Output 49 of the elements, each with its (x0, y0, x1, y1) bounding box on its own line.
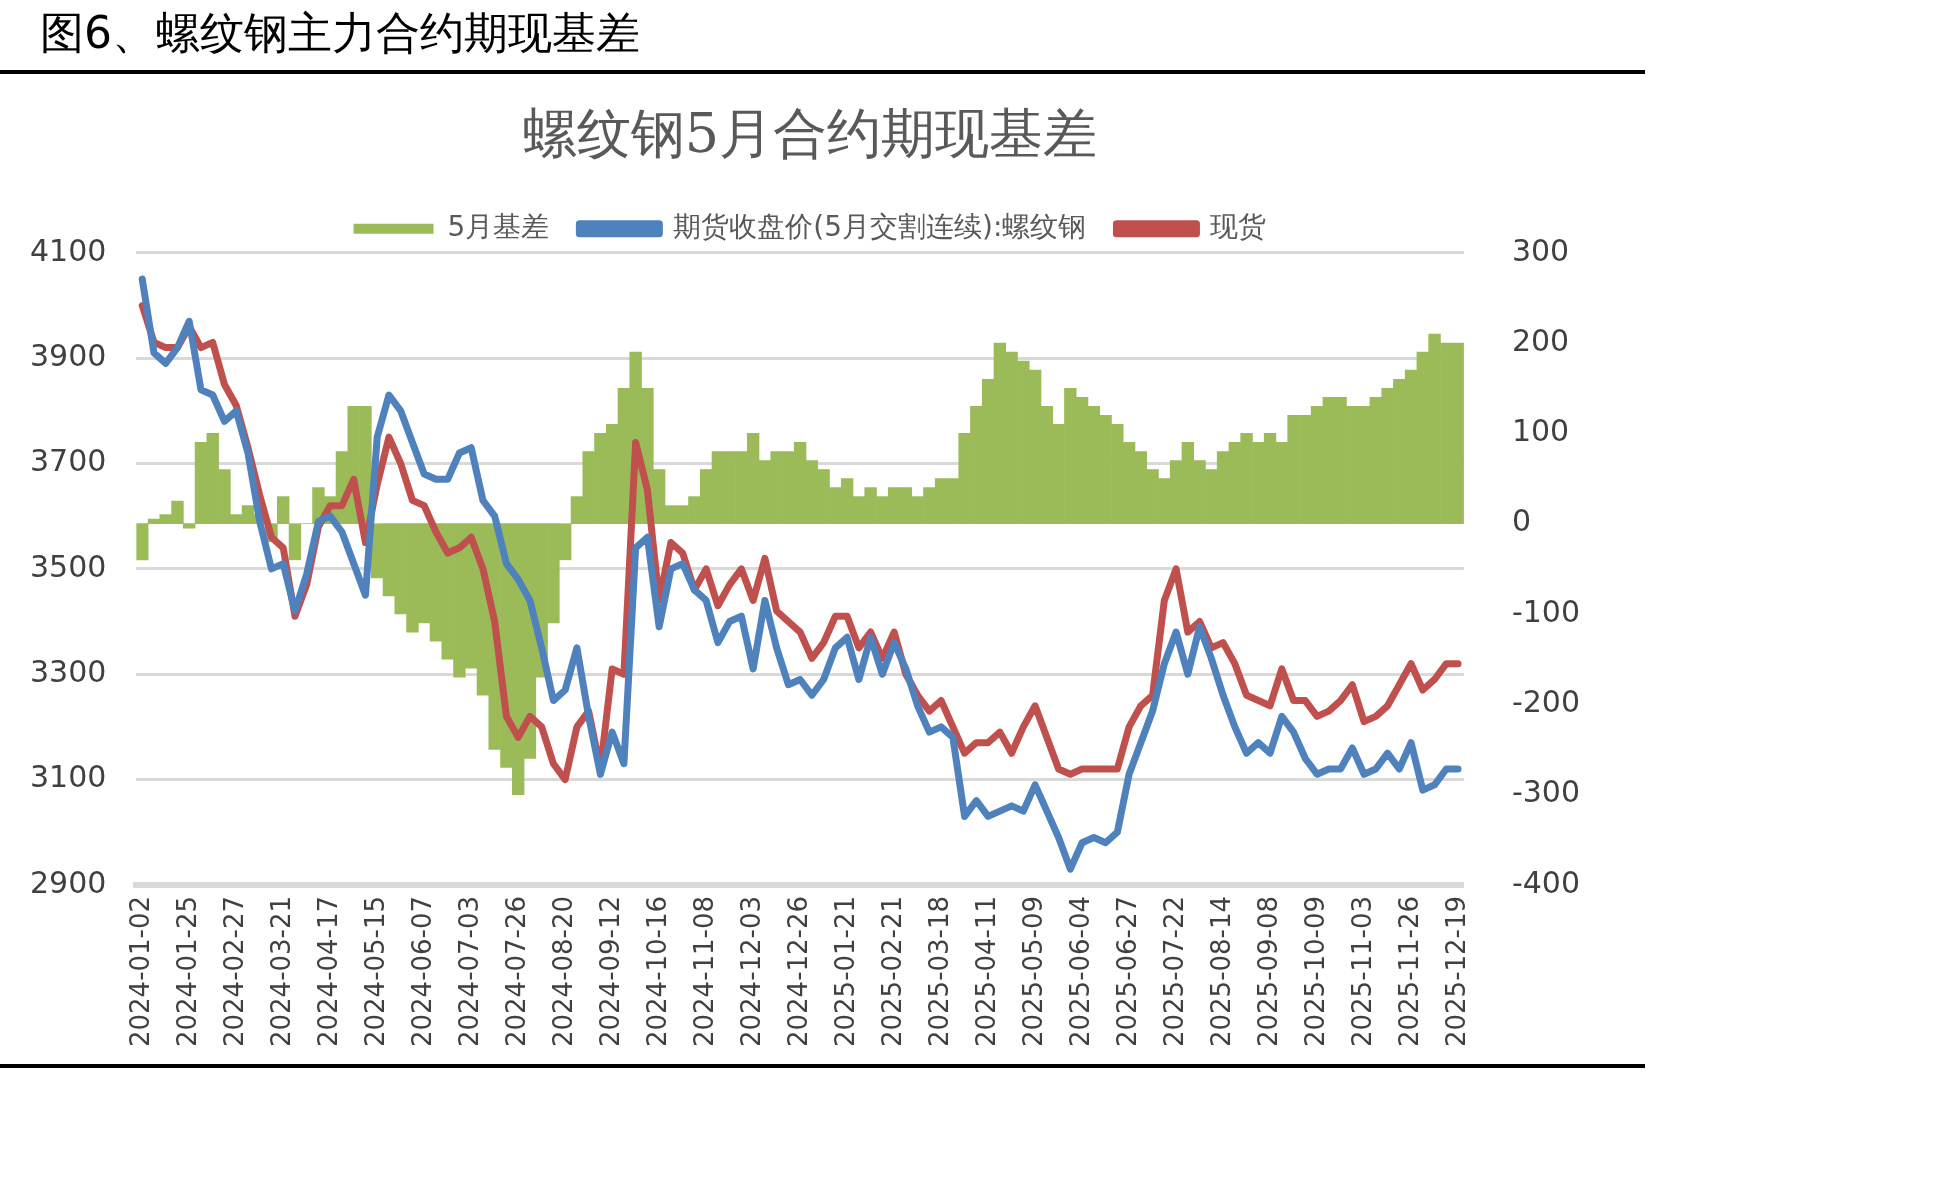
legend-label: 期货收盘价(5月交割连续):螺纹钢 (673, 210, 1087, 244)
x-tick-label: 2024-07-03 (453, 895, 484, 1048)
chart-subtitle: 螺纹钢5月合约期现基差 (522, 102, 1098, 166)
x-tick-label: 2025-11-03 (1346, 895, 1377, 1048)
x-tick-label: 2024-05-15 (359, 895, 390, 1048)
y-tick-label: 3100 (29, 759, 107, 795)
x-tick-label: 2025-10-09 (1299, 895, 1330, 1048)
y-tick-label: 4100 (29, 232, 107, 268)
y-tick-label: 3300 (29, 654, 107, 689)
x-tick-label: 2024-11-08 (688, 895, 719, 1048)
chart-title: 图6、螺纹钢主力合约期现基差 (40, 6, 640, 60)
y-tick-label: 3700 (29, 443, 107, 479)
x-tick-label: 2024-12-26 (782, 895, 813, 1048)
x-tick-label: 2024-12-03 (735, 895, 766, 1048)
y2-tick-label: -200 (1511, 684, 1581, 720)
x-tick-label: 2024-01-02 (124, 895, 155, 1048)
y2-tick-label: 0 (1511, 503, 1532, 539)
y-tick-label: 3500 (29, 548, 107, 584)
x-tick-label: 2025-09-08 (1252, 895, 1283, 1048)
x-tick-label: 2024-08-20 (547, 895, 578, 1048)
x-tick-label: 2024-06-07 (406, 895, 437, 1048)
y2-tick-label: -100 (1511, 593, 1581, 629)
x-tick-label: 2024-01-25 (171, 895, 202, 1048)
x-tick-label: 2024-03-21 (265, 895, 296, 1048)
x-tick-label: 2024-09-12 (594, 895, 625, 1048)
y2-tick-label: 100 (1511, 413, 1570, 449)
legend-label: 5月基差 (447, 210, 550, 244)
x-tick-label: 2025-02-21 (876, 895, 907, 1048)
x-tick-label: 2025-06-27 (1111, 895, 1142, 1048)
y-tick-label: 2900 (29, 864, 107, 900)
x-tick-label: 2025-11-26 (1393, 895, 1424, 1048)
x-tick-label: 2025-01-21 (829, 895, 860, 1048)
x-tick-label: 2025-06-04 (1064, 895, 1095, 1048)
x-tick-label: 2025-08-14 (1205, 895, 1236, 1048)
y2-tick-label: -400 (1511, 864, 1581, 900)
x-tick-label: 2025-07-22 (1158, 895, 1189, 1048)
x-tick-label: 2024-07-26 (500, 895, 531, 1048)
x-tick-label: 2025-05-09 (1017, 895, 1048, 1048)
x-tick-label: 2025-04-11 (970, 895, 1001, 1048)
y2-tick-label: 300 (1511, 232, 1570, 268)
x-tick-label: 2025-03-18 (923, 895, 954, 1048)
y-tick-label: 3900 (29, 337, 107, 373)
x-tick-label: 2025-12-19 (1440, 895, 1471, 1048)
x-tick-label: 2024-04-17 (312, 895, 343, 1048)
legend-label: 现货 (1210, 210, 1267, 244)
y2-tick-label: -300 (1511, 774, 1581, 810)
y2-tick-label: 200 (1511, 322, 1570, 358)
x-tick-label: 2024-10-16 (641, 895, 672, 1048)
x-tick-label: 2024-02-27 (218, 895, 249, 1048)
